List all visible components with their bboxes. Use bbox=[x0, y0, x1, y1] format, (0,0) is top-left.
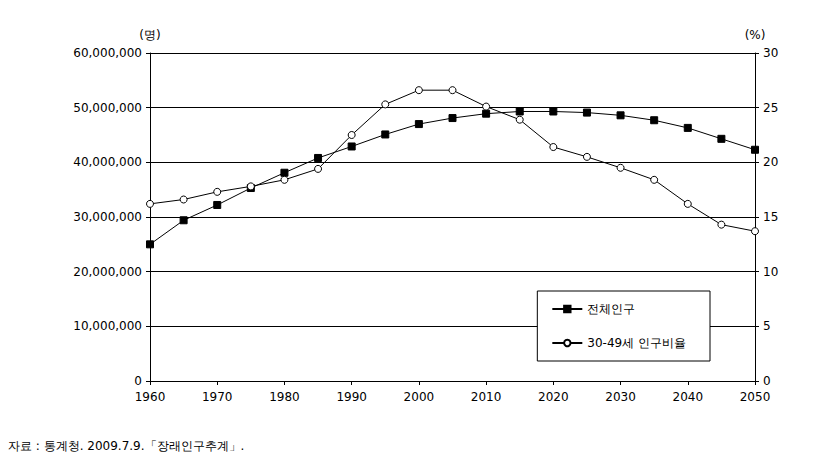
svg-text:15: 15 bbox=[763, 210, 778, 224]
svg-text:2010: 2010 bbox=[471, 390, 502, 404]
svg-text:2040: 2040 bbox=[673, 390, 704, 404]
svg-text:2020: 2020 bbox=[538, 390, 569, 404]
svg-text:25: 25 bbox=[763, 101, 778, 115]
svg-text:0: 0 bbox=[763, 374, 771, 388]
svg-text:1980: 1980 bbox=[269, 390, 300, 404]
svg-text:2000: 2000 bbox=[404, 390, 435, 404]
svg-text:30,000,000: 30,000,000 bbox=[73, 210, 142, 224]
svg-text:(명): (명) bbox=[139, 28, 160, 42]
svg-text:(%): (%) bbox=[745, 28, 766, 42]
svg-text:0: 0 bbox=[134, 374, 142, 388]
svg-text:20: 20 bbox=[763, 155, 778, 169]
svg-text:20,000,000: 20,000,000 bbox=[73, 265, 142, 279]
svg-text:1960: 1960 bbox=[135, 390, 166, 404]
svg-text:60,000,000: 60,000,000 bbox=[73, 46, 142, 60]
svg-text:40,000,000: 40,000,000 bbox=[73, 155, 142, 169]
svg-text:2030: 2030 bbox=[605, 390, 636, 404]
svg-text:자료 : 통계청. 2009.7.9.「장래인구추계」.: 자료 : 통계청. 2009.7.9.「장래인구추계」. bbox=[8, 439, 244, 453]
svg-text:10,000,000: 10,000,000 bbox=[73, 319, 142, 333]
svg-text:30-49세 인구비율: 30-49세 인구비율 bbox=[587, 336, 686, 350]
svg-text:1970: 1970 bbox=[202, 390, 233, 404]
svg-text:30: 30 bbox=[763, 46, 778, 60]
svg-text:50,000,000: 50,000,000 bbox=[73, 101, 142, 115]
svg-text:5: 5 bbox=[763, 319, 771, 333]
svg-text:2050: 2050 bbox=[740, 390, 771, 404]
svg-text:전체인구: 전체인구 bbox=[587, 302, 635, 316]
svg-text:10: 10 bbox=[763, 265, 778, 279]
svg-text:1990: 1990 bbox=[336, 390, 367, 404]
